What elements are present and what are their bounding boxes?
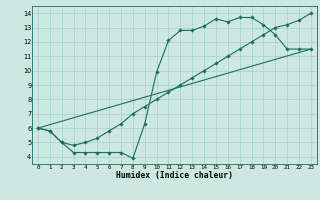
X-axis label: Humidex (Indice chaleur): Humidex (Indice chaleur) xyxy=(116,171,233,180)
